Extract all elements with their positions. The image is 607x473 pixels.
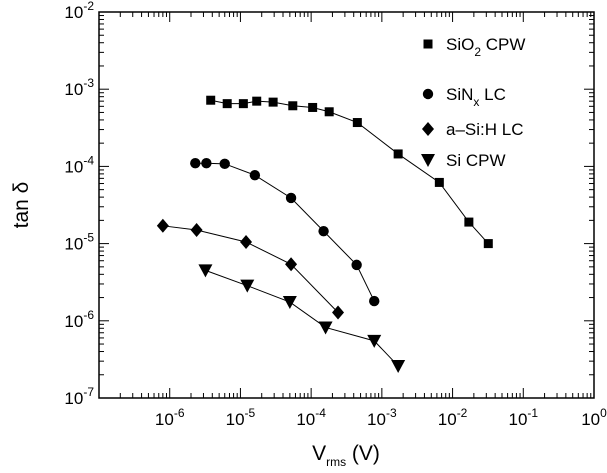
x-tick-label: 10-2 — [438, 406, 468, 429]
tick-labels: 10-6 10-5 10-4 10-3 10-2 10-1 100 10-7 10-6 10-5 1… — [64, 0, 607, 429]
y-tick-label: 10-3 — [64, 76, 94, 99]
data-point-triangle-down — [391, 359, 406, 373]
legend-label: SiNx LC — [446, 85, 506, 109]
x-tick-label: 10-4 — [296, 406, 326, 429]
data-point-square — [308, 102, 318, 112]
data-point-square — [206, 95, 216, 105]
data-point-circle — [201, 158, 212, 169]
plot-frame — [98, 11, 595, 399]
y-tick-label: 10-6 — [64, 308, 94, 331]
data-point-diamond — [332, 305, 345, 320]
data-point-circle — [285, 192, 297, 204]
x-tick-label: 10-6 — [155, 406, 185, 429]
data-point-square — [238, 99, 248, 109]
data-point-square — [393, 149, 403, 159]
data-point-triangle-down — [282, 296, 297, 310]
x-tick-label: 100 — [581, 406, 607, 429]
data-point-diamond — [285, 257, 298, 272]
data-point-triangle-down — [367, 334, 382, 348]
data-point-diamond — [190, 223, 203, 238]
series-markers — [156, 95, 493, 373]
data-point-square — [252, 96, 262, 106]
x-tick-label: 10-1 — [508, 406, 538, 429]
x-axis-label: Vrms (V) — [312, 442, 380, 469]
data-point-diamond — [240, 234, 253, 249]
data-point-circle — [219, 158, 230, 170]
data-point-circle — [318, 225, 329, 237]
data-point-square — [268, 97, 278, 107]
data-point-triangle-down — [240, 279, 255, 293]
data-point-square — [434, 177, 444, 187]
axis-ticks — [98, 12, 594, 399]
series-line-1 — [195, 162, 375, 302]
legend-marker-diamond — [422, 122, 434, 136]
legend-marker-circle — [422, 88, 434, 100]
series-line-3 — [205, 269, 399, 367]
y-tick-label: 10-7 — [64, 385, 94, 408]
legend-marker-triangle-down — [421, 154, 435, 167]
data-point-square — [288, 101, 298, 111]
y-axis-label: tan δ — [10, 182, 33, 229]
data-point-square — [324, 107, 334, 117]
x-tick-label: 10-3 — [367, 406, 397, 429]
series-line-2 — [162, 225, 339, 313]
x-tick-label: 10-5 — [226, 406, 256, 429]
data-point-square — [352, 118, 362, 128]
data-point-square — [464, 217, 474, 227]
data-point-circle — [351, 259, 362, 271]
legend-label: Si CPW — [446, 151, 506, 170]
data-point-circle — [190, 158, 201, 169]
legend: SiO2 CPW SiNx LC a–Si:H LC Si CPW — [421, 35, 525, 170]
data-point-circle — [369, 295, 380, 307]
data-point-triangle-down — [198, 264, 213, 278]
y-tick-label: 10-4 — [64, 153, 94, 176]
legend-label: SiO2 CPW — [446, 35, 525, 59]
data-point-square — [483, 239, 493, 249]
data-point-square — [222, 99, 232, 109]
data-point-triangle-down — [318, 321, 333, 335]
data-point-circle — [249, 169, 261, 181]
data-point-diamond — [156, 218, 169, 233]
legend-marker-square — [423, 39, 433, 49]
legend-label: a–Si:H LC — [446, 120, 523, 139]
y-tick-label: 10-5 — [64, 231, 94, 254]
y-tick-label: 10-2 — [64, 0, 94, 22]
